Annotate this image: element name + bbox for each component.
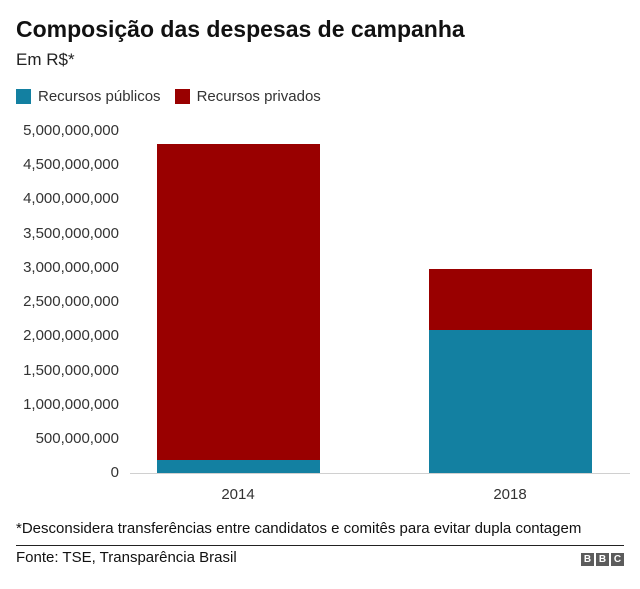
x-axis-line — [130, 473, 630, 474]
y-tick: 5,000,000,000 — [23, 122, 119, 139]
y-tick: 0 — [110, 464, 119, 481]
source-text: Fonte: TSE, Transparência Brasil — [16, 549, 237, 566]
y-tick: 1,500,000,000 — [23, 362, 119, 379]
legend-item-private: Recursos privados — [174, 88, 321, 105]
y-tick: 3,000,000,000 — [23, 259, 119, 276]
bbc-logo-letter: B — [596, 553, 609, 566]
legend-item-public: Recursos públicos — [16, 88, 161, 105]
bbc-logo: B B C — [579, 553, 624, 566]
y-tick: 2,500,000,000 — [23, 293, 119, 310]
chart-title: Composição das despesas de campanha — [16, 16, 465, 42]
bar-2018-public — [429, 330, 592, 473]
y-tick: 500,000,000 — [35, 430, 119, 447]
legend-label-public: Recursos públicos — [38, 88, 161, 105]
bar-2014-private — [157, 144, 320, 460]
chart-subtitle: Em R$* — [16, 50, 75, 69]
legend-swatch-public — [16, 89, 31, 104]
footer-divider — [16, 545, 624, 546]
x-tick-2018: 2018 — [493, 486, 527, 503]
bbc-logo-letter: C — [611, 553, 624, 566]
bar-2018-private — [429, 269, 592, 330]
x-tick-2014: 2014 — [221, 486, 255, 503]
legend: Recursos públicos Recursos privados — [16, 88, 335, 105]
y-tick: 3,500,000,000 — [23, 225, 119, 242]
bbc-logo-letter: B — [581, 553, 594, 566]
footnote: *Desconsidera transferências entre candi… — [16, 520, 582, 537]
y-tick: 1,000,000,000 — [23, 396, 119, 413]
bar-2014-public — [157, 460, 320, 473]
legend-swatch-private — [174, 89, 190, 104]
y-tick: 2,000,000,000 — [23, 327, 119, 344]
legend-label-private: Recursos privados — [196, 88, 321, 105]
y-tick: 4,000,000,000 — [23, 190, 119, 207]
y-tick: 4,500,000,000 — [23, 156, 119, 173]
